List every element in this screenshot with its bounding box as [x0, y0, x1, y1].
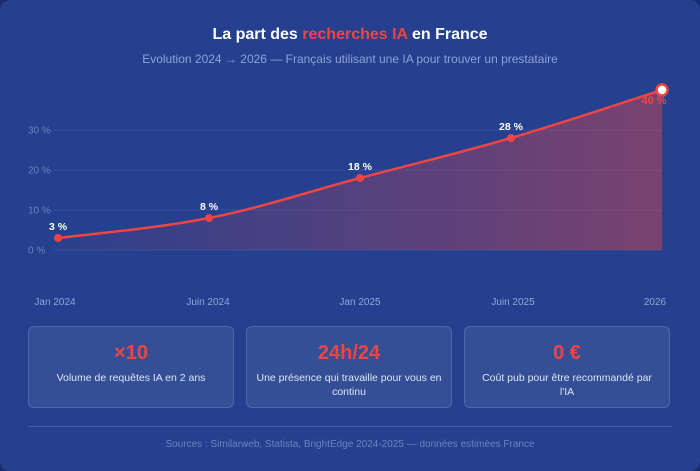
title-highlight: recherches IA [302, 26, 408, 43]
x-tick-label: Jan 2025 [339, 297, 381, 308]
x-tick-label: Jan 2024 [34, 297, 76, 308]
title-text-before: La part des [212, 26, 303, 43]
x-tick-label: Juin 2025 [491, 297, 535, 308]
stat-value: 0 € [553, 342, 581, 364]
data-label: 28 % [499, 121, 524, 133]
chart-subtitle: Evolution 2024 → 2026 — Français utilisa… [142, 52, 558, 66]
y-tick-label: 30 % [28, 126, 51, 137]
data-label: 3 % [49, 221, 68, 233]
area-fill [58, 90, 662, 250]
line-chart: 0 % 10 % 20 % 30 % 3 % 8 % 18 % 28 % 40 % [28, 83, 669, 257]
stat-label: Une présence qui travaille pour vous en … [256, 372, 442, 398]
divider [28, 426, 672, 427]
stat-value: ×10 [114, 342, 148, 364]
stat-card-cost: 0 € Coût pub pour être recommandé par l'… [464, 326, 670, 408]
stat-card-presence: 24h/24 Une présence qui travaille pour v… [246, 326, 452, 408]
title-text-after: en France [407, 26, 488, 43]
chart-title: La part des recherches IA en France [0, 26, 700, 44]
data-point [507, 134, 515, 142]
stat-label: Volume de requêtes IA en 2 ans [56, 372, 206, 384]
data-label: 8 % [200, 201, 219, 213]
x-tick-label: Juin 2024 [186, 297, 230, 308]
stat-card-volume: ×10 Volume de requêtes IA en 2 ans [28, 326, 234, 408]
x-tick-label: 2026 [643, 297, 667, 308]
data-label: 40 % [641, 95, 666, 107]
data-point [356, 174, 364, 182]
y-tick-label: 0 % [28, 246, 45, 257]
sources-note: Sources : Similarweb, Statista, BrightEd… [165, 439, 535, 450]
stat-label: Coût pub pour être recommandé par l'IA [482, 372, 652, 398]
y-tick-label: 20 % [28, 166, 51, 177]
data-point [54, 234, 62, 242]
data-point [655, 83, 669, 97]
data-point [205, 214, 213, 222]
data-label: 18 % [348, 161, 373, 173]
stat-value: 24h/24 [317, 342, 381, 364]
y-tick-label: 10 % [28, 206, 51, 217]
